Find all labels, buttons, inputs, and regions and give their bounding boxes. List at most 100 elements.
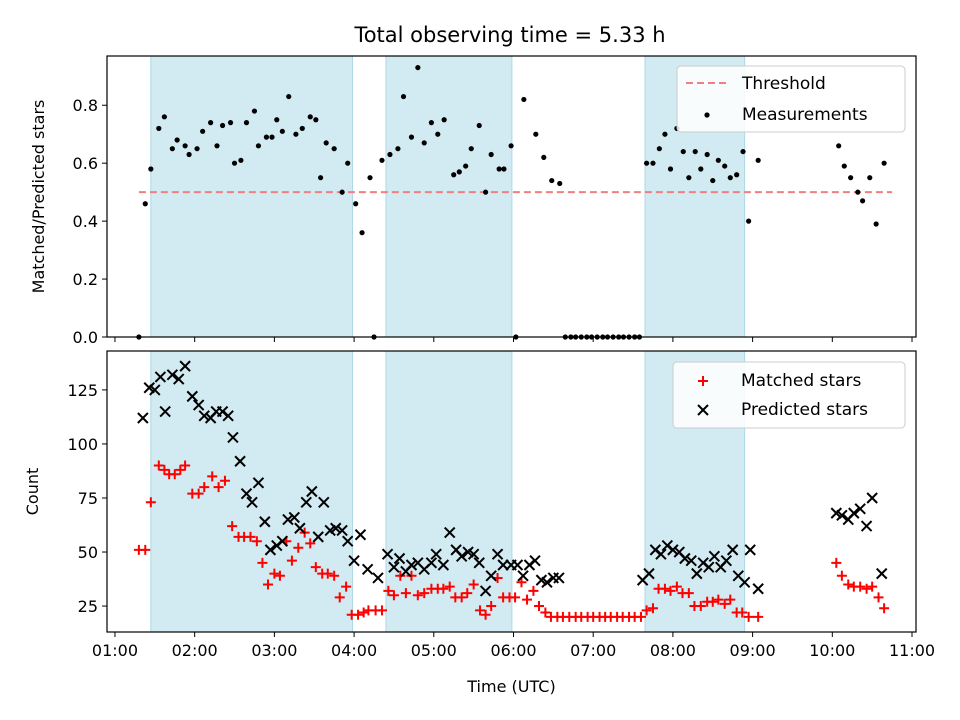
legend-matched-swatch [698, 376, 708, 386]
y-tick-label: 0.4 [73, 212, 98, 231]
predicted-point [330, 522, 342, 534]
matched-point [879, 603, 890, 614]
predicted-point [491, 548, 504, 560]
matched-point [383, 585, 394, 596]
matched-point [444, 581, 455, 592]
matched-point [843, 579, 854, 590]
matched-point [180, 460, 191, 471]
matched-point [193, 488, 204, 499]
predicted-point [703, 561, 715, 573]
measurement-point [182, 143, 188, 149]
matched-point [353, 609, 364, 620]
measurement-point [274, 117, 280, 123]
y-tick-label: 100 [67, 435, 98, 454]
measurement-point [881, 160, 887, 166]
matched-point [659, 583, 670, 594]
predicted-point [744, 544, 756, 556]
legend-measurement-label: Measurements [742, 105, 868, 125]
matched-point [480, 609, 491, 620]
shaded-interval [385, 55, 513, 338]
predicted-point [348, 554, 360, 567]
predicted-point [836, 509, 848, 521]
measurement-point [680, 148, 686, 155]
measurement-point [650, 160, 656, 166]
measurement-point [435, 131, 441, 137]
matched-point [419, 588, 430, 599]
shaded-interval [150, 55, 353, 338]
matched-point [293, 542, 304, 553]
matched-point [540, 607, 551, 618]
x-tick-label: 04:00 [331, 641, 377, 660]
predicted-point [318, 496, 330, 509]
predicted-point [288, 511, 301, 524]
measurement-point [710, 177, 716, 184]
matched-point [207, 471, 218, 482]
predicted-point [444, 526, 456, 539]
predicted-point [276, 535, 289, 547]
matched-point [528, 585, 539, 596]
matched-point [510, 592, 521, 603]
matched-point [145, 497, 156, 508]
top-panel: 0.0 0.2 0.4 0.6 0.8 Matched/Predicted stars Th… [29, 55, 917, 347]
measurement-point [549, 177, 555, 184]
matched-point [753, 611, 764, 622]
predicted-point [227, 431, 239, 444]
measurement-point [501, 166, 507, 172]
predicted-point [252, 477, 265, 489]
x-tick-label: 06:00 [490, 641, 536, 660]
measurement-point [533, 131, 539, 137]
measurement-point [873, 221, 879, 227]
measurement-point [734, 172, 740, 178]
y-tick-label: 75 [78, 489, 98, 508]
y-tick-label: 25 [78, 597, 98, 616]
x-tick-label: 09:00 [730, 641, 776, 660]
measurement-point [318, 175, 324, 181]
matched-point [719, 598, 730, 609]
predicted-point [240, 487, 253, 500]
matched-point [153, 460, 164, 471]
measurement-point [692, 148, 698, 155]
axes-frame [106, 55, 917, 338]
predicted-point [679, 552, 691, 565]
matched-point [322, 568, 333, 579]
matched-point [683, 588, 694, 599]
predicted-point [848, 507, 860, 519]
matched-point [713, 594, 724, 605]
matched-point [516, 577, 527, 588]
matched-point [522, 594, 533, 605]
measurement-point [279, 128, 285, 134]
matched-point [251, 536, 262, 547]
measurement-point [686, 175, 692, 181]
matched-point [438, 583, 449, 594]
matched-point [831, 557, 842, 568]
matched-point [227, 521, 238, 532]
legend-measurement-swatch [704, 112, 710, 118]
predicted-point [553, 572, 565, 584]
predicted-point [876, 567, 888, 580]
measurement-point [755, 157, 761, 163]
predicted-point [685, 554, 697, 567]
predicted-point [264, 544, 277, 556]
measurement-point [286, 93, 292, 100]
predicted-point [437, 559, 450, 571]
matched-point [263, 579, 274, 590]
measurement-point [482, 189, 489, 195]
matched-point [462, 588, 473, 599]
matched-point [861, 583, 872, 594]
measurement-point [521, 96, 527, 103]
matched-point [665, 585, 676, 596]
predicted-point [405, 559, 418, 571]
measurement-point [387, 151, 393, 158]
measurement-point [704, 151, 710, 158]
predicted-point [393, 552, 406, 565]
predicted-point [738, 576, 751, 588]
matched-point [641, 605, 652, 616]
predicted-point [854, 503, 866, 515]
predicted-point [529, 554, 541, 567]
matched-point [836, 570, 847, 581]
predicted-point [860, 520, 873, 532]
predicted-point [336, 524, 348, 537]
matched-point [737, 607, 748, 618]
legend-predicted-label: Predicted stars [741, 400, 868, 420]
